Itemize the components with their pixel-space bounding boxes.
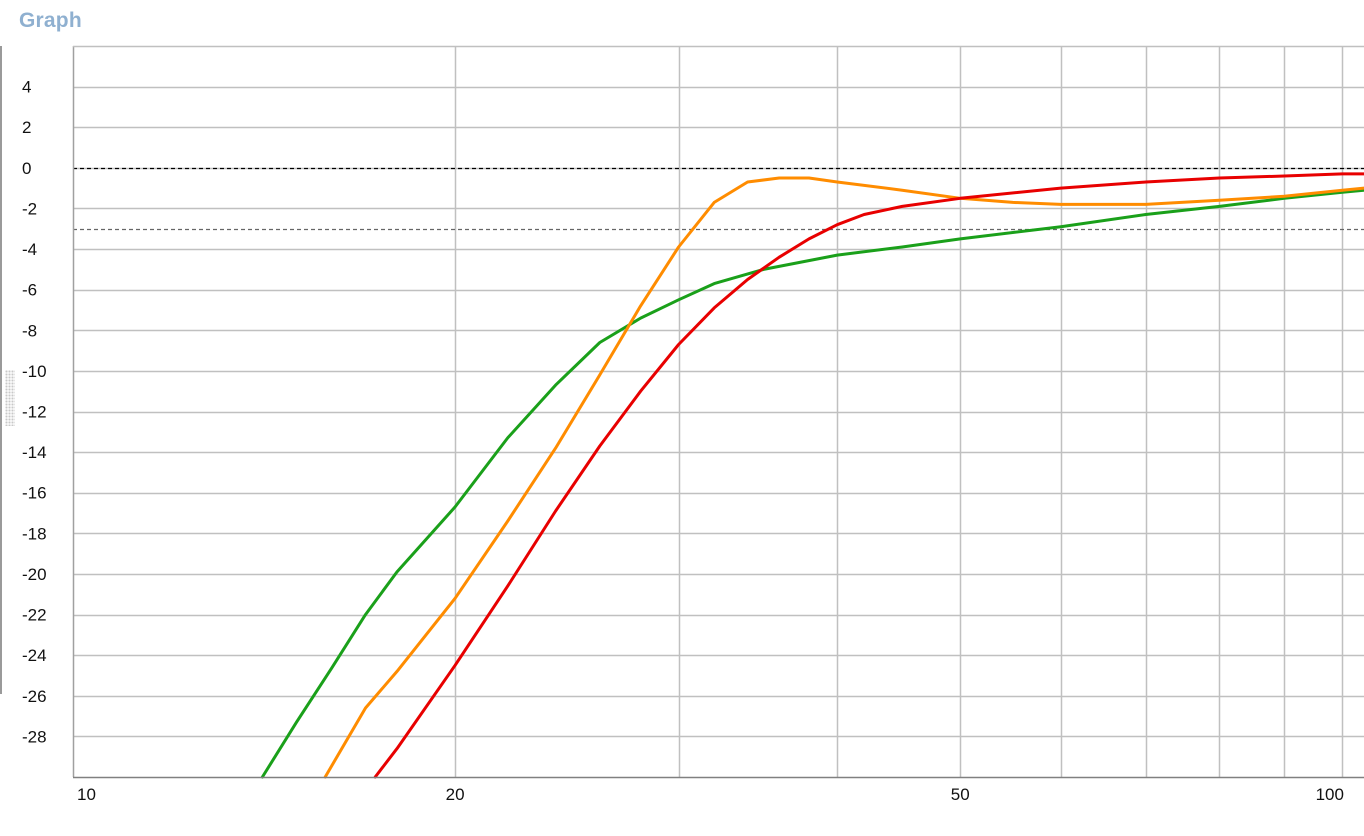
plot-area: [73, 46, 1364, 777]
y-tick-label: 4: [22, 78, 31, 97]
y-tick-label: -8: [22, 321, 37, 340]
series-lines: [260, 172, 1364, 779]
grid-lines: [73, 46, 1364, 777]
y-tick-label: -22: [22, 606, 47, 625]
x-tick-label: 20: [446, 785, 465, 804]
y-tick-label: -6: [22, 281, 37, 300]
x-tick-labels: 10 20 50 100: [77, 785, 1344, 804]
graph-title: Graph: [19, 9, 82, 32]
y-tick-label: 0: [22, 159, 31, 178]
y-tick-label: -12: [22, 403, 47, 422]
x-tick-label: 50: [951, 785, 970, 804]
y-tick-label: -10: [22, 362, 47, 381]
series-line-1: [260, 188, 1364, 779]
y-tick-label: -18: [22, 524, 47, 543]
y-tick-label: -4: [22, 240, 37, 259]
y-tick-label: -24: [22, 646, 47, 665]
x-tick-label: 100: [1316, 785, 1344, 804]
x-tick-label: 10: [77, 785, 96, 804]
panel-border: [0, 46, 2, 694]
y-tick-label: -2: [22, 199, 37, 218]
series-line-3: [373, 172, 1364, 779]
resize-grip[interactable]: [5, 370, 15, 426]
y-tick-label: -14: [22, 443, 47, 462]
series-line-2: [323, 176, 1364, 779]
y-tick-label: -26: [22, 687, 47, 706]
plot-frame: [72, 45, 1364, 779]
y-tick-label: -28: [22, 727, 47, 746]
reference-lines: [73, 167, 1364, 231]
y-tick-labels: 4 2 0 -2 -4 -6 -8 -10 -12 -14 -16 -18 -20 -22 -24 -26 -2…: [22, 78, 47, 747]
y-tick-label: -16: [22, 484, 47, 503]
y-tick-label: -20: [22, 565, 47, 584]
y-tick-label: 2: [22, 118, 31, 137]
